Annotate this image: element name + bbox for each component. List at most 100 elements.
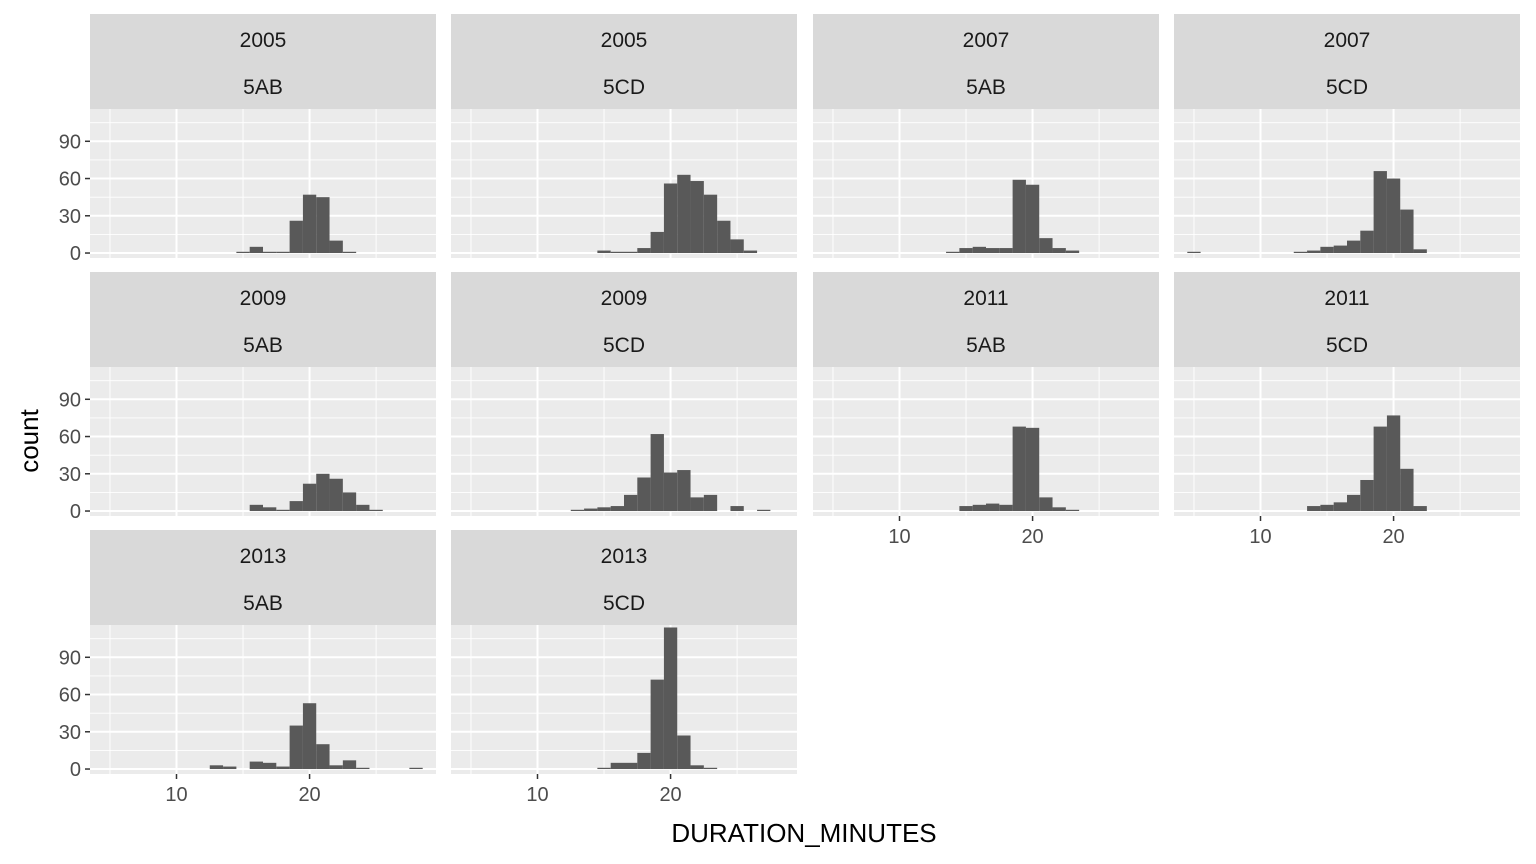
- facet-strip: [90, 530, 436, 625]
- histogram-bar: [329, 240, 343, 254]
- histogram-bar: [209, 765, 224, 770]
- facet-strip-group: 5CD: [1326, 76, 1368, 99]
- histogram-bar: [650, 434, 664, 512]
- facet-panel: 2007 5CD: [1174, 14, 1520, 258]
- histogram-bar: [946, 251, 960, 254]
- histogram-bar: [637, 248, 651, 254]
- histogram-bar: [316, 473, 330, 512]
- facet-strip-group: 5CD: [603, 592, 645, 615]
- x-tick-label: 10: [888, 526, 910, 548]
- facet-strip: [451, 14, 797, 109]
- histogram-bar: [986, 503, 1000, 512]
- plot-background: [1174, 367, 1520, 516]
- facet-strip-group: 5AB: [966, 334, 1006, 357]
- y-tick-label: 30: [59, 206, 81, 228]
- plot-background: [90, 625, 436, 774]
- histogram-bar: [1320, 504, 1334, 512]
- facet-panel: 2009 5AB 0 30 60 90: [59, 272, 436, 523]
- facet-strip-group: 5CD: [1326, 334, 1368, 357]
- histogram-bar: [717, 220, 731, 254]
- histogram-bar: [597, 250, 611, 254]
- histogram-bar: [302, 194, 317, 254]
- histogram-bar: [369, 509, 383, 512]
- histogram-bar: [690, 497, 704, 512]
- histogram-bar: [1065, 509, 1080, 512]
- y-tick-label: 90: [59, 131, 81, 153]
- facet-panel: 2013 5AB 0 30 60 90 10 20: [59, 530, 436, 806]
- histogram-bar: [1025, 184, 1040, 254]
- histogram-bar: [1320, 246, 1334, 254]
- histogram-bar: [1347, 240, 1361, 254]
- histogram-bar: [302, 483, 317, 512]
- histogram-bar: [289, 725, 303, 770]
- histogram-bar: [342, 492, 357, 512]
- facet-strip-group: 5CD: [603, 334, 645, 357]
- y-tick-label: 30: [59, 722, 81, 744]
- facet-strip-year: 2011: [963, 287, 1008, 310]
- facet-panel: 2011 5AB 10 20: [813, 272, 1159, 548]
- histogram-bar: [289, 220, 303, 254]
- histogram-bar: [1039, 497, 1053, 512]
- facet-panel: 2013 5CD 10 20: [451, 530, 797, 806]
- facet-strip: [813, 14, 1159, 109]
- facet-panel: 2005 5CD: [451, 14, 797, 258]
- histogram-bar: [236, 251, 250, 254]
- histogram-bar: [597, 767, 611, 770]
- facet-strip-year: 2005: [240, 29, 287, 52]
- y-tick-label: 90: [59, 647, 81, 669]
- facet-strip-year: 2013: [240, 545, 287, 568]
- histogram-bar: [1400, 468, 1414, 512]
- histogram-bar: [624, 494, 638, 512]
- histogram-bar: [1400, 209, 1414, 254]
- facet-strip-year: 2011: [1324, 287, 1369, 310]
- histogram-bar: [263, 507, 277, 512]
- x-tick-label: 10: [1249, 526, 1271, 548]
- histogram-bar: [730, 239, 744, 254]
- histogram-bar: [999, 504, 1013, 512]
- y-tick-label: 60: [59, 169, 81, 191]
- histogram-bar: [276, 766, 290, 770]
- histogram-bar: [690, 181, 704, 254]
- histogram-bar: [223, 766, 237, 770]
- histogram-bar: [409, 767, 423, 770]
- histogram-bar: [972, 246, 986, 254]
- histogram-bar: [1052, 248, 1066, 254]
- x-tick-label: 20: [1021, 526, 1043, 548]
- histogram-bar: [663, 472, 678, 512]
- facet-strip: [813, 272, 1159, 367]
- histogram-bar: [624, 762, 638, 770]
- histogram-bar: [999, 248, 1013, 254]
- histogram-bar: [703, 767, 718, 770]
- plot-background: [451, 625, 797, 774]
- histogram-bar: [757, 509, 771, 512]
- x-tick-label: 20: [659, 784, 681, 806]
- histogram-bar: [959, 506, 973, 512]
- histogram-bar: [597, 507, 611, 512]
- histogram-bar: [249, 761, 263, 770]
- y-axis-title: count: [14, 408, 44, 472]
- histogram-bar: [329, 478, 343, 512]
- histogram-bar: [972, 504, 986, 512]
- x-tick-label: 20: [298, 784, 320, 806]
- histogram-bar: [637, 752, 651, 770]
- facet-panels: 2005 5AB 0 30 60 90 2005 5CD 2007 5AB 2007 5CD 2009 5…: [59, 14, 1520, 806]
- facet-panel: 2005 5AB 0 30 60 90: [59, 14, 436, 265]
- facet-strip-group: 5AB: [243, 76, 283, 99]
- plot-background: [90, 109, 436, 258]
- histogram-bar: [690, 765, 704, 770]
- plot-background: [813, 367, 1159, 516]
- y-tick-label: 60: [59, 427, 81, 449]
- histogram-bar: [276, 251, 290, 254]
- histogram-bar: [249, 504, 263, 512]
- y-tick-label: 30: [59, 464, 81, 486]
- facet-strip-year: 2005: [601, 29, 648, 52]
- histogram-bar: [1293, 251, 1308, 254]
- histogram-bar: [1012, 426, 1026, 512]
- histogram-bar: [342, 760, 357, 770]
- histogram-bar: [316, 744, 330, 770]
- x-axis-title: DURATION_MINUTES: [671, 818, 936, 848]
- facet-strip: [90, 14, 436, 109]
- y-tick-label: 90: [59, 389, 81, 411]
- facet-strip-year: 2007: [1324, 29, 1371, 52]
